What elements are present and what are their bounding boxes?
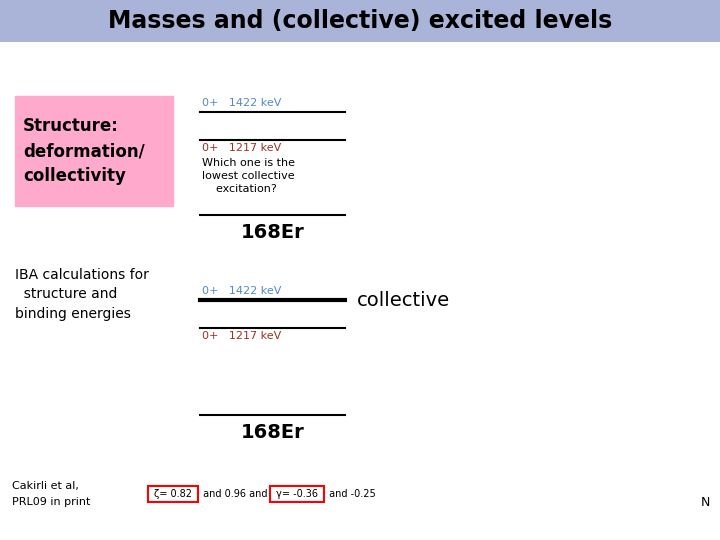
FancyBboxPatch shape (15, 96, 173, 206)
Bar (0, 0, 720, 42)
Text: and -0.25: and -0.25 (326, 489, 376, 499)
Text: and 0.96 and: and 0.96 and (200, 489, 271, 499)
Text: collective: collective (357, 291, 450, 309)
Text: Which one is the
lowest collective
    excitation?: Which one is the lowest collective excit… (202, 158, 295, 194)
Text: Structure:
deformation/
collectivity: Structure: deformation/ collectivity (23, 117, 145, 185)
Text: N: N (701, 496, 710, 509)
Text: 168Er: 168Er (240, 423, 305, 442)
FancyBboxPatch shape (270, 486, 324, 502)
Text: Cakirli et al,: Cakirli et al, (12, 481, 79, 491)
Text: 0+   1217 keV: 0+ 1217 keV (202, 143, 282, 153)
Text: 0+   1422 keV: 0+ 1422 keV (202, 98, 282, 108)
Text: Masses and (collective) excited levels: Masses and (collective) excited levels (108, 9, 612, 33)
Text: 0+   1422 keV: 0+ 1422 keV (202, 286, 282, 296)
Text: γ= -0.36: γ= -0.36 (276, 489, 318, 499)
Text: IBA calculations for
  structure and
binding energies: IBA calculations for structure and bindi… (15, 268, 149, 321)
Text: PRL09 in print: PRL09 in print (12, 497, 91, 507)
Text: 0+   1217 keV: 0+ 1217 keV (202, 331, 282, 341)
FancyBboxPatch shape (148, 486, 198, 502)
Text: 168Er: 168Er (240, 223, 305, 242)
Text: ζ= 0.82: ζ= 0.82 (154, 489, 192, 499)
